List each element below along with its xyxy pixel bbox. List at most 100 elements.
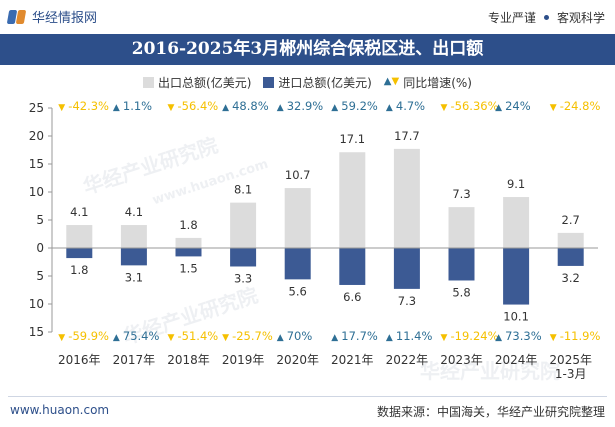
y-tick-label: 25 <box>29 101 44 115</box>
import-bar <box>120 248 147 266</box>
up-triangle-icon: ▲ <box>113 333 120 343</box>
import-bar <box>230 248 257 267</box>
footer-divider <box>8 396 607 397</box>
export-yoy-label: 24% <box>505 99 531 113</box>
up-triangle-icon: ▲ <box>495 103 502 113</box>
legend-yoy-label: 同比增速(%) <box>403 75 472 90</box>
import-data-label: 1.5 <box>179 261 197 275</box>
export-bar <box>339 152 366 248</box>
export-bar <box>448 207 475 248</box>
export-data-label: 1.8 <box>179 218 197 232</box>
import-yoy-label: 11.4% <box>396 329 433 343</box>
chart-title: 2016-2025年3月郴州综合保税区进、出口额 <box>0 34 615 65</box>
export-yoy-label: 48.8% <box>232 99 269 113</box>
import-yoy-label: 73.3% <box>505 329 542 343</box>
up-triangle-icon: ▲ <box>113 103 120 113</box>
export-yoy-label: -42.3% <box>68 99 109 113</box>
import-data-label: 6.6 <box>343 290 361 304</box>
separator-dot-icon <box>543 15 549 20</box>
logo-text: 华经情报网 <box>32 11 98 26</box>
export-data-label: 17.1 <box>339 132 365 146</box>
import-yoy-label: 17.7% <box>341 329 378 343</box>
export-yoy-label: 1.1% <box>123 99 152 113</box>
export-data-label: 8.1 <box>234 183 252 197</box>
down-triangle-icon: ▼ <box>550 333 557 343</box>
header-tags: 专业严谨 客观科学 <box>488 9 605 26</box>
down-triangle-icon: ▼ <box>441 333 448 343</box>
legend-yoy-icon: ▲ ▼ <box>383 76 400 87</box>
up-triangle-icon: ▲ <box>331 103 338 113</box>
import-bar <box>448 248 475 281</box>
up-triangle-icon: ▲ <box>222 103 229 113</box>
import-data-label: 1.8 <box>70 263 88 277</box>
import-yoy-label: 75.4% <box>123 329 160 343</box>
import-bar <box>339 248 366 285</box>
y-tick-label: 0 <box>36 241 44 255</box>
x-tick-label: 2017年 <box>113 353 156 367</box>
import-data-label: 5.6 <box>289 284 307 298</box>
up-triangle-icon: ▲ <box>495 333 502 343</box>
y-tick-label: 5 <box>36 213 44 227</box>
export-data-label: 17.7 <box>394 129 420 143</box>
legend-import: 进口总额(亿美元) <box>263 74 372 91</box>
export-data-label: 10.7 <box>285 168 311 182</box>
export-bar <box>175 237 202 248</box>
import-data-label: 7.3 <box>398 294 416 308</box>
x-tick-label: 2025年 1-3月 <box>549 353 592 381</box>
import-data-label: 3.1 <box>125 270 143 284</box>
chart-legend: 出口总额(亿美元) 进口总额(亿美元) ▲ ▼ 同比增速(%) <box>0 72 615 92</box>
down-triangle-icon: ▼ <box>168 103 175 113</box>
import-data-label: 10.1 <box>503 310 529 324</box>
export-bar <box>557 232 584 248</box>
footer-url[interactable]: www.huaon.com <box>10 403 110 417</box>
x-tick-label: 2016年 <box>58 353 101 367</box>
y-tick-label: 10 <box>29 185 44 199</box>
import-yoy-label: -51.4% <box>178 329 219 343</box>
export-data-label: 2.7 <box>562 213 580 227</box>
up-triangle-icon: ▲ <box>386 333 393 343</box>
down-triangle-icon: ▼ <box>550 103 557 113</box>
top-header: 华经情报网 专业严谨 客观科学 <box>0 0 615 34</box>
export-bar <box>393 148 420 248</box>
import-yoy-label: -25.7% <box>232 329 273 343</box>
import-data-label: 5.8 <box>452 285 470 299</box>
export-bar <box>66 225 93 248</box>
x-tick-label: 2019年 <box>222 353 265 367</box>
import-bar <box>175 248 202 257</box>
export-yoy-label: -56.4% <box>178 99 219 113</box>
import-yoy-label: -59.9% <box>68 329 109 343</box>
x-tick-label: 2023年 <box>440 353 483 367</box>
export-data-label: 4.1 <box>70 205 88 219</box>
legend-import-swatch <box>263 76 275 88</box>
export-data-label: 4.1 <box>125 205 143 219</box>
legend-export: 出口总额(亿美元) <box>143 74 251 91</box>
export-yoy-label: 4.7% <box>396 99 425 113</box>
y-tick-label: 5 <box>36 269 44 283</box>
export-bar <box>230 202 257 248</box>
export-data-label: 9.1 <box>507 177 525 191</box>
export-bar <box>120 225 147 248</box>
export-data-label: 7.3 <box>452 187 470 201</box>
import-bar <box>557 248 584 266</box>
down-triangle-icon: ▼ <box>168 333 175 343</box>
import-yoy-label: 70% <box>287 329 313 343</box>
export-bar <box>503 197 530 248</box>
up-triangle-icon: ▲ <box>277 103 284 113</box>
brand-logo[interactable]: 华经情报网 <box>6 7 98 26</box>
x-tick-label: 2018年 <box>167 353 210 367</box>
export-yoy-label: 32.9% <box>287 99 324 113</box>
footer-source: 数据来源：中国海关，华经产业研究院整理 <box>376 405 605 419</box>
x-tick-label: 2021年 <box>331 353 374 367</box>
x-tick-label: 2020年 <box>276 353 319 367</box>
export-yoy-label: 59.2% <box>341 99 378 113</box>
down-triangle-icon: ▼ <box>441 103 448 113</box>
down-triangle-icon: ▼ <box>58 333 65 343</box>
import-data-label: 3.2 <box>562 271 580 285</box>
y-tick-label: 15 <box>29 157 44 171</box>
import-data-label: 3.3 <box>234 271 252 285</box>
down-triangle-icon: ▼ <box>58 103 65 113</box>
down-triangle-icon: ▼ <box>222 333 229 343</box>
y-tick-label: 20 <box>29 129 44 143</box>
tag-objective: 客观科学 <box>556 11 605 25</box>
import-yoy-label: -19.24% <box>451 329 499 343</box>
